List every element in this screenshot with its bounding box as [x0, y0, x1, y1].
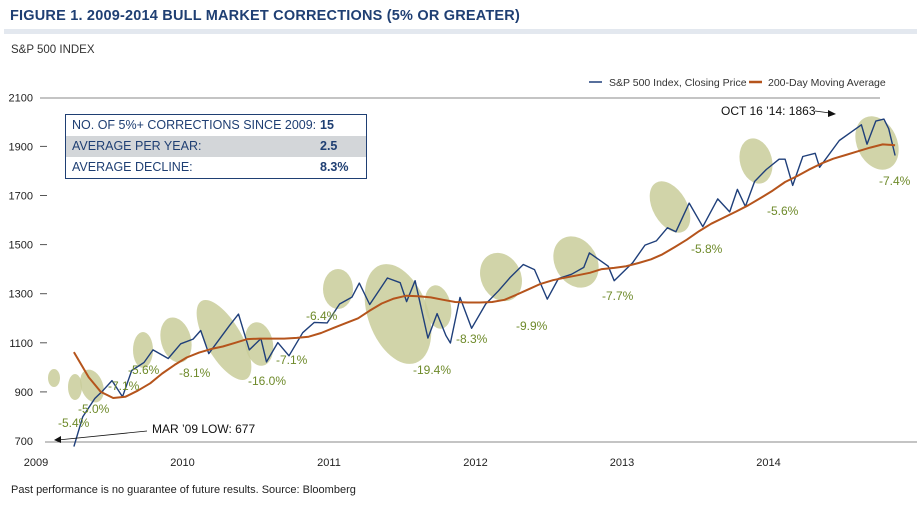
correction-label: -7.4% [879, 174, 911, 188]
title-divider [4, 29, 917, 34]
arrow-head-icon [54, 436, 61, 443]
correction-label: -5.6% [767, 204, 799, 218]
correction-label: -5.6% [128, 363, 160, 377]
x-tick-label: 2009 [24, 457, 48, 469]
correction-label: -6.4% [306, 309, 338, 323]
correction-highlight [133, 332, 153, 368]
info-label: NO. OF 5%+ CORRECTIONS SINCE 2009: [72, 118, 317, 132]
info-label: AVERAGE PER YEAR: [72, 139, 202, 153]
y-tick-label: 1700 [9, 191, 33, 203]
y-tick-label: 2100 [9, 92, 33, 104]
correction-highlight [855, 116, 899, 170]
correction-label: -7.1% [276, 353, 308, 367]
annotation-low: MAR ’09 LOW: 677 [152, 422, 255, 436]
info-value: 2.5 [320, 139, 338, 153]
correction-label: -5.0% [78, 402, 110, 416]
info-row: AVERAGE DECLINE: 8.3% [66, 157, 366, 178]
correction-highlight [649, 181, 691, 233]
correction-label: -7.1% [108, 379, 140, 393]
correction-highlight [364, 264, 432, 364]
figure-title: FIGURE 1. 2009-2014 BULL MARKET CORRECTI… [10, 8, 520, 24]
y-axis-title: S&P 500 INDEX [11, 44, 95, 56]
legend-label-price: S&P 500 Index, Closing Price [609, 77, 747, 89]
correction-label: -5.4% [58, 416, 90, 430]
footnote: Past performance is no guarantee of futu… [11, 484, 356, 496]
y-tick-label: 700 [15, 436, 33, 448]
correction-label: -8.1% [179, 366, 211, 380]
correction-highlight [48, 369, 60, 387]
correction-highlight [80, 369, 104, 403]
y-tick-label: 1100 [9, 338, 33, 350]
correction-label: -5.8% [691, 242, 723, 256]
info-row: AVERAGE PER YEAR: 2.5 [66, 136, 366, 157]
x-tick-label: 2014 [756, 457, 780, 469]
arrow-head-icon [828, 110, 836, 117]
correction-label: -19.4% [413, 363, 451, 377]
info-label: AVERAGE DECLINE: [72, 160, 193, 174]
moving-average-line [73, 143, 896, 399]
info-value: 15 [320, 118, 334, 132]
x-tick-label: 2012 [463, 457, 487, 469]
correction-label: -7.7% [602, 289, 634, 303]
chart: 700 900 1100 1300 1500 1700 1900 2100 2009 2010 20… [9, 77, 917, 469]
correction-highlight [160, 317, 192, 363]
correction-highlight [480, 252, 522, 302]
x-tick-label: 2011 [317, 457, 341, 469]
annotation-arrow [57, 430, 148, 441]
correction-highlight [553, 236, 599, 288]
annotation-oct: OCT 16 ’14: 1863 [721, 104, 816, 118]
y-tick-label: 1900 [9, 141, 33, 153]
correction-highlight [196, 300, 252, 380]
info-row: NO. OF 5%+ CORRECTIONS SINCE 2009: 15 [66, 115, 366, 136]
x-tick-label: 2010 [170, 457, 194, 469]
price-line [73, 118, 896, 447]
correction-highlight [244, 322, 274, 366]
x-tick-label: 2013 [610, 457, 634, 469]
correction-highlight [424, 285, 452, 329]
correction-highlight [68, 374, 82, 400]
legend-label-ma: 200-Day Moving Average [768, 77, 886, 89]
y-tick-label: 900 [15, 387, 33, 399]
correction-label: -16.0% [248, 374, 286, 388]
correction-label: -9.9% [516, 319, 548, 333]
y-tick-label: 1500 [9, 240, 33, 252]
info-box: NO. OF 5%+ CORRECTIONS SINCE 2009: 15 AVE… [65, 114, 367, 179]
info-value: 8.3% [320, 160, 349, 174]
correction-label: -8.3% [456, 332, 488, 346]
annotation-arrow [814, 110, 831, 114]
correction-highlight [323, 269, 353, 309]
y-tick-label: 1300 [9, 289, 33, 301]
